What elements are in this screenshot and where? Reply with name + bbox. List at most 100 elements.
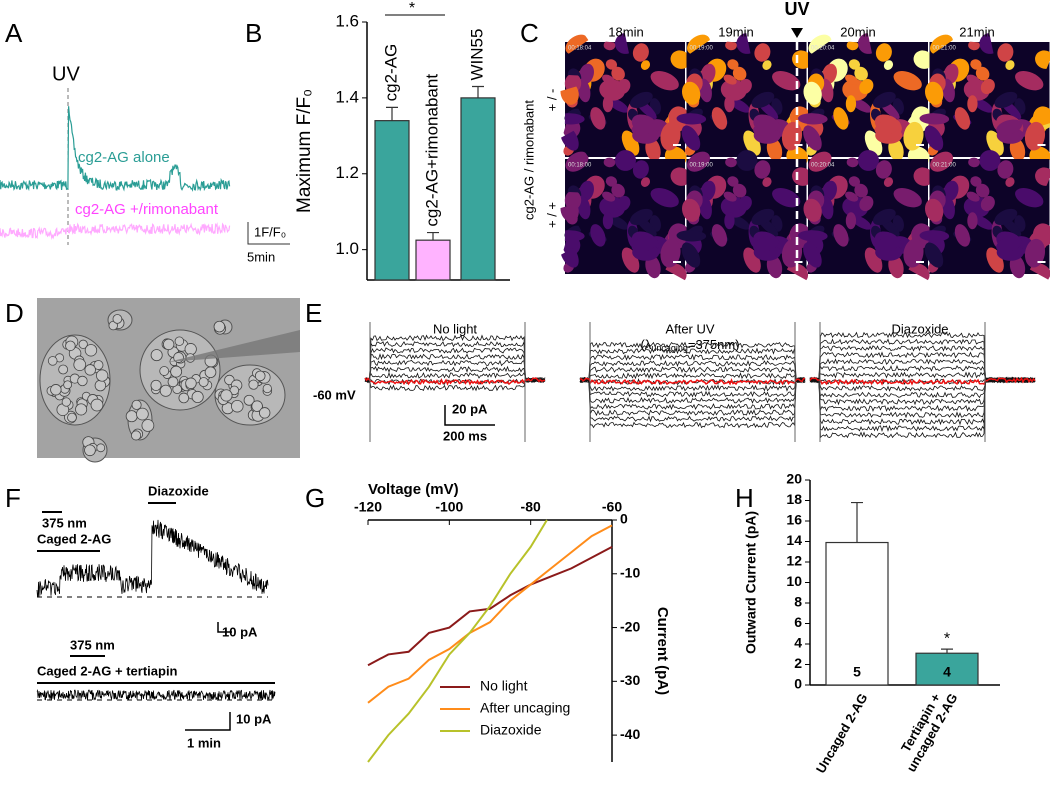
timestamp: 00:20:04 <box>811 46 835 52</box>
cell <box>979 150 1001 171</box>
cell <box>170 365 183 378</box>
condition-label: After UV <box>665 321 714 336</box>
cell <box>803 81 822 105</box>
cell <box>833 107 849 130</box>
cell <box>611 66 625 81</box>
cell <box>754 43 771 62</box>
heatmap-cell: 00:18:04 <box>560 33 691 167</box>
category-label: cg2-AG <box>381 44 400 102</box>
cell <box>970 176 982 187</box>
cell <box>645 255 661 279</box>
cell <box>913 50 934 69</box>
panel-letter: F <box>5 483 21 513</box>
cell <box>883 60 894 70</box>
trace <box>364 359 546 383</box>
scale-label: 10 pA <box>222 624 258 639</box>
cell <box>629 208 653 226</box>
cell <box>753 236 780 253</box>
cell <box>262 383 272 394</box>
cell <box>980 78 995 95</box>
series-line <box>367 524 613 704</box>
panel-letter: D <box>5 298 24 328</box>
category-label: Uncaged 2-AG <box>813 691 871 776</box>
cell <box>772 188 801 208</box>
x-tick-label: -60 <box>602 499 622 515</box>
heatmap-cell: 00:19:00 <box>676 33 813 167</box>
error-bar <box>427 231 439 241</box>
cell <box>874 119 901 136</box>
cell <box>972 215 994 230</box>
trace <box>579 376 806 404</box>
trace <box>580 377 806 423</box>
trace <box>36 519 269 598</box>
scale-bar <box>217 622 232 633</box>
timestamp: 00:18:04 <box>568 46 592 52</box>
cell <box>723 74 737 85</box>
trace <box>364 377 545 386</box>
cell <box>603 40 616 51</box>
cell <box>883 177 894 187</box>
panel-letter: B <box>245 18 262 48</box>
cell <box>967 212 978 230</box>
trace <box>579 376 806 398</box>
category-label: cg2-AG+rimonabant <box>422 74 441 227</box>
y-tick-label: -20 <box>620 618 640 634</box>
cell <box>95 369 109 382</box>
legend-label: No light <box>480 678 528 694</box>
cell <box>737 78 752 95</box>
scale-label: 1F/F₀ <box>254 224 286 239</box>
y-tick-label: 16 <box>786 512 802 528</box>
cell <box>254 370 266 382</box>
annotation: * <box>409 0 415 17</box>
n-label: 4 <box>943 664 951 680</box>
cell <box>605 59 618 70</box>
note-sub: uncaging <box>651 343 688 353</box>
cell <box>251 400 263 412</box>
cell <box>178 392 190 404</box>
cell <box>846 40 859 51</box>
y-axis-label: Current (pA) <box>654 607 671 695</box>
trace <box>364 365 546 385</box>
cell <box>781 121 803 151</box>
trace <box>364 353 546 383</box>
cell <box>798 230 828 242</box>
cell <box>629 91 653 109</box>
cell <box>845 212 857 230</box>
scale-label: 1 min <box>187 735 221 750</box>
cell <box>903 121 924 151</box>
cell <box>611 183 625 198</box>
cell <box>185 377 197 389</box>
stimulus-label: 375 nm <box>70 637 115 652</box>
cell <box>616 195 631 212</box>
cell <box>751 208 775 226</box>
cell <box>854 183 868 198</box>
condition-label: Diazoxide <box>891 321 948 336</box>
timestamp: 00:19:00 <box>690 46 714 52</box>
cell <box>996 236 1023 253</box>
trace <box>809 376 1036 386</box>
cell <box>150 349 163 362</box>
cell <box>762 177 772 187</box>
trace-label: cg2-AG alone <box>78 149 170 166</box>
cell <box>650 71 679 91</box>
micrograph <box>37 298 300 463</box>
cell <box>996 119 1023 136</box>
cell <box>565 151 589 172</box>
cell <box>84 444 96 457</box>
cell <box>762 60 772 70</box>
cell <box>724 95 735 113</box>
cell <box>732 66 747 81</box>
cell <box>686 151 711 172</box>
timestamp: 00:21:00 <box>933 46 957 52</box>
time-label: 21min <box>959 24 994 39</box>
cell <box>229 385 240 396</box>
cell <box>872 208 896 226</box>
scale-label: 5min <box>247 249 275 264</box>
trace <box>579 377 806 392</box>
condition-label: Caged 2-AG + tertiapin <box>37 663 178 678</box>
heatmap-cell: 00:20:04 <box>798 150 934 284</box>
cell <box>1009 255 1026 279</box>
cell <box>259 407 271 419</box>
cell <box>167 376 179 388</box>
cell <box>58 364 69 375</box>
